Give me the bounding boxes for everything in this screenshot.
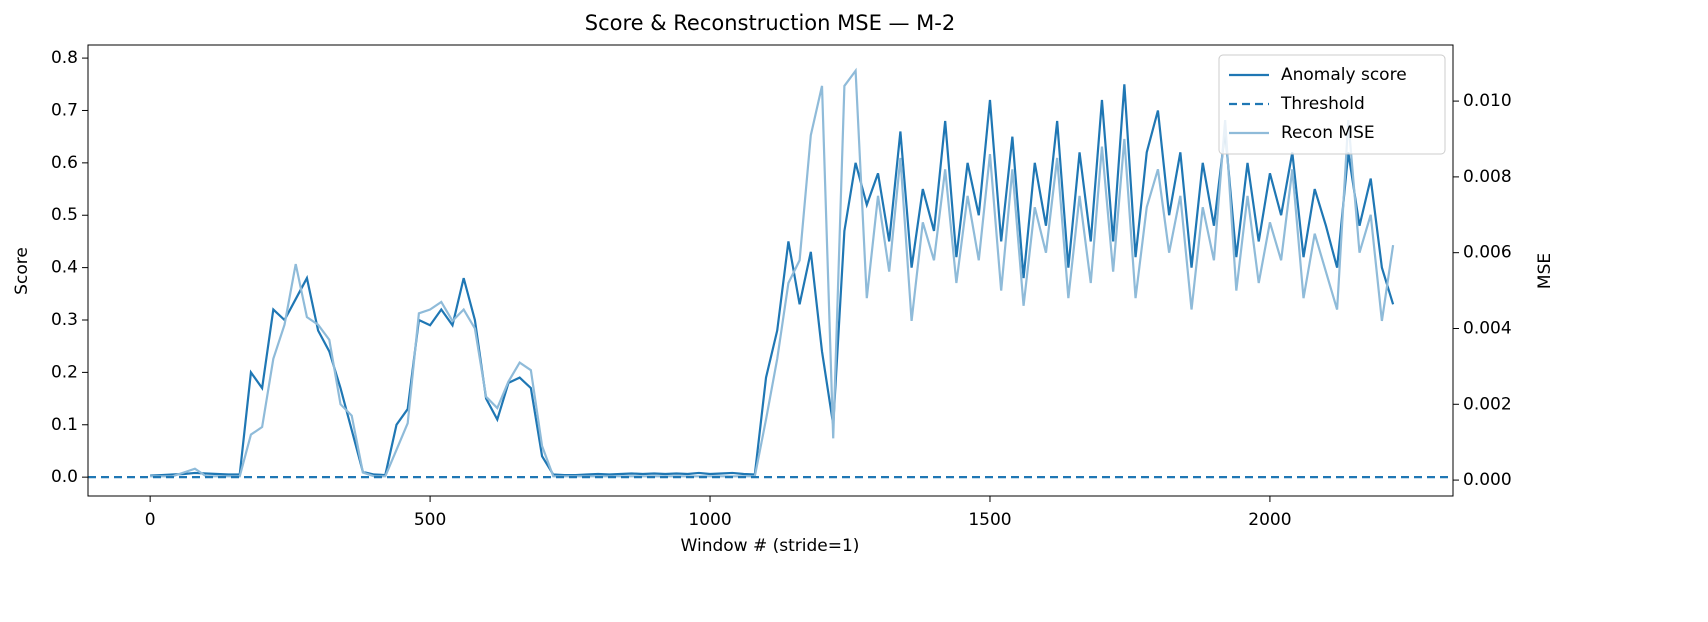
- x-tick-label: 0: [145, 510, 156, 530]
- legend-label: Recon MSE: [1281, 123, 1375, 143]
- x-tick-label: 2000: [1248, 510, 1291, 530]
- chart-title: Score & Reconstruction MSE — M-2: [585, 11, 956, 35]
- x-axis-label: Window # (stride=1): [681, 536, 860, 556]
- x-tick-label: 1000: [688, 510, 731, 530]
- y2-tick-label: 0.006: [1463, 243, 1512, 263]
- plot-area: [88, 67, 1453, 479]
- y-tick-label: 0.1: [51, 415, 78, 435]
- y-tick-label: 0.8: [51, 48, 78, 68]
- y-tick-label: 0.3: [51, 310, 78, 330]
- y-tick-label: 0.6: [51, 153, 78, 173]
- legend-label: Threshold: [1280, 94, 1365, 114]
- x-tick-label: 1500: [968, 510, 1011, 530]
- y2-tick-label: 0.010: [1463, 91, 1512, 111]
- y2-tick-label: 0.002: [1463, 394, 1512, 414]
- series-line: [150, 67, 1395, 478]
- y2-tick-label: 0.008: [1463, 167, 1512, 187]
- plot-frame: [87, 44, 1454, 497]
- series-line: [150, 84, 1395, 477]
- y-axis-label: Score: [12, 247, 32, 295]
- x-tick-label: 500: [414, 510, 446, 530]
- y2-tick-label: 0.000: [1463, 470, 1512, 490]
- y-tick-label: 0.7: [51, 100, 78, 120]
- y-tick-label: 0.2: [51, 362, 78, 382]
- y-tick-label: 0.5: [51, 205, 78, 225]
- y2-axis-label: MSE: [1535, 253, 1555, 289]
- legend-label: Anomaly score: [1281, 65, 1407, 85]
- legend-box: [1218, 54, 1446, 155]
- y2-tick-label: 0.004: [1463, 318, 1512, 338]
- y-tick-label: 0.0: [51, 467, 78, 487]
- y-tick-label: 0.4: [51, 258, 78, 278]
